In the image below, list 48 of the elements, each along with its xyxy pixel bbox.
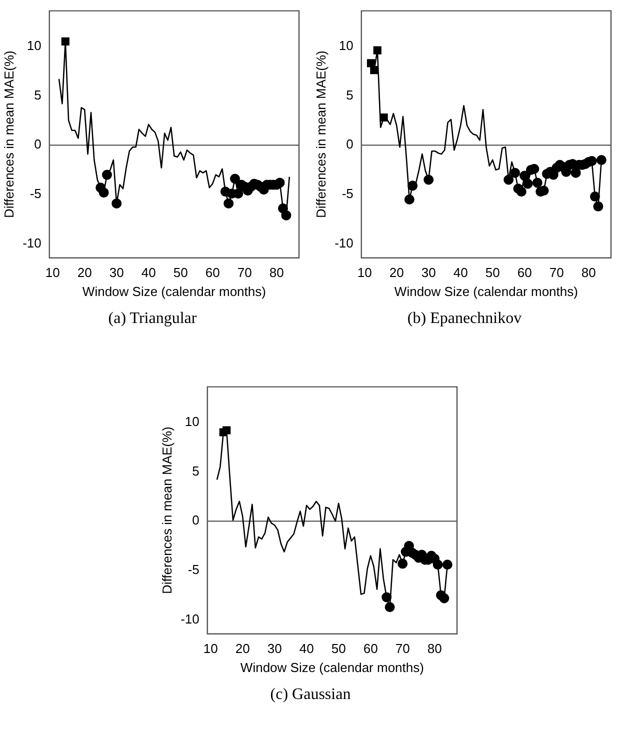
x-axis-title: Window Size (calendar months) [394, 284, 578, 299]
y-tick-label: -5 [342, 186, 354, 202]
y-tick-label: 0 [34, 136, 42, 152]
x-tick-label: 60 [205, 265, 220, 280]
y-tick-label: -10 [22, 236, 42, 251]
x-tick-label: 80 [581, 265, 596, 280]
x-tick-label: 40 [141, 265, 156, 280]
x-tick-label: 60 [517, 265, 532, 280]
x-tick-label: 50 [173, 265, 188, 280]
x-tick-label: 30 [267, 641, 282, 656]
y-tick-label: 10 [184, 414, 200, 429]
x-tick-label: 10 [203, 641, 218, 656]
x-axis-title: Window Size (calendar months) [82, 284, 266, 299]
x-tick-label: 80 [427, 641, 442, 656]
text: (c) Gaussian [269, 686, 352, 704]
x-tick-label: 20 [389, 265, 404, 280]
y-tick-label: 5 [192, 463, 200, 478]
text: (a) Triangular [107, 310, 198, 328]
x-tick-label: 30 [421, 265, 436, 280]
y-axis-title: Differences in mean MAE(%) [159, 426, 174, 594]
x-tick-label: 60 [363, 641, 378, 656]
x-tick-label: 50 [331, 641, 346, 656]
x-axis-title: Window Size (calendar months) [240, 660, 424, 675]
y-tick-label: -10 [334, 236, 354, 251]
y-tick-label: 0 [192, 512, 200, 528]
y-tick-label: 0 [346, 136, 354, 152]
x-tick-label: 70 [395, 641, 410, 656]
y-axis-title: Differences in mean MAE(%) [313, 50, 328, 218]
x-tick-label: 10 [357, 265, 372, 280]
x-tick-label: 40 [299, 641, 314, 656]
x-tick-label: 30 [109, 265, 124, 280]
y-tick-label: 5 [34, 87, 42, 102]
x-tick-label: 50 [485, 265, 500, 280]
y-tick-label: -10 [180, 612, 200, 627]
x-tick-label: 70 [549, 265, 564, 280]
x-tick-label: 70 [237, 265, 252, 280]
y-tick-label: -5 [30, 186, 42, 202]
y-tick-label: 5 [346, 87, 354, 102]
y-axis-title: Differences in mean MAE(%) [1, 50, 16, 218]
text: (b) Epanechnikov [406, 310, 523, 328]
y-tick-label: 10 [338, 38, 354, 53]
x-tick-label: 40 [453, 265, 468, 280]
x-tick-label: 20 [77, 265, 92, 280]
y-tick-label: 10 [26, 38, 42, 53]
x-tick-label: 20 [235, 641, 250, 656]
y-tick-label: -5 [188, 562, 200, 578]
x-tick-label: 80 [269, 265, 284, 280]
x-tick-label: 10 [45, 265, 60, 280]
